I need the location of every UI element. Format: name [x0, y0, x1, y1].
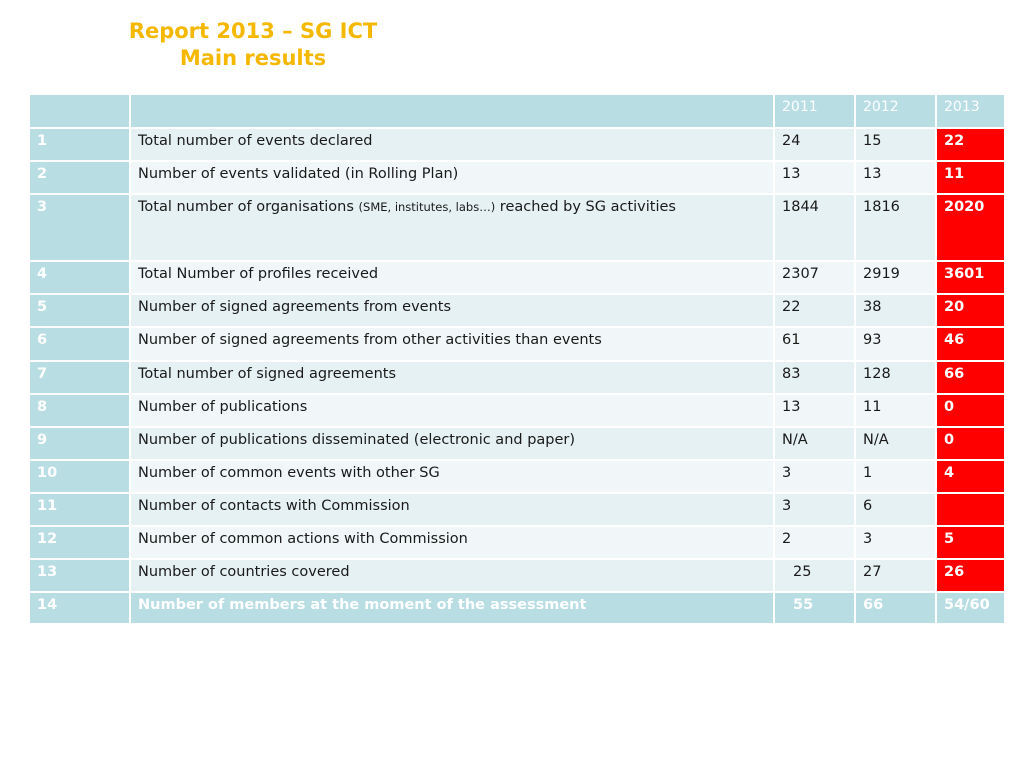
- value-2011: 25: [773, 558, 856, 593]
- row-label: Number of publications: [129, 393, 775, 428]
- row-number: 2: [28, 160, 131, 195]
- value-2011: 13: [773, 160, 856, 195]
- value-2011: 22: [773, 293, 856, 328]
- value-2011: 24: [773, 127, 856, 162]
- table-row: 2 Number of events validated (in Rolling…: [28, 160, 1006, 195]
- row-label-note: (SME, institutes, labs…): [358, 200, 496, 214]
- value-2012: 1816: [854, 193, 937, 262]
- row-number: 9: [28, 426, 131, 461]
- row-label: Number of signed agreements from other a…: [129, 326, 775, 362]
- value-2013: 5: [935, 525, 1006, 560]
- row-label-text-end: reached by SG activities: [495, 199, 676, 215]
- table-row: 14 Number of members at the moment of th…: [28, 591, 1006, 625]
- row-number: 6: [28, 326, 131, 362]
- row-label: Total number of organisations (SME, inst…: [129, 193, 775, 262]
- table-row: 3 Total number of organisations (SME, in…: [28, 193, 1006, 262]
- value-2012: N/A: [854, 426, 937, 461]
- header-2013: 2013: [935, 93, 1006, 129]
- value-2011: 2307: [773, 260, 856, 295]
- row-label: Number of common events with other SG: [129, 459, 775, 494]
- row-label-text: Total number of organisations: [138, 199, 359, 215]
- row-number: 10: [28, 459, 131, 494]
- value-2011: N/A: [773, 426, 856, 461]
- value-2012: 128: [854, 360, 937, 395]
- header-label: [129, 93, 775, 129]
- row-label: Total number of signed agreements: [129, 360, 775, 395]
- row-number: 3: [28, 193, 131, 262]
- table-header-row: 2011 2012 2013: [28, 93, 1006, 129]
- value-2013: 0: [935, 393, 1006, 428]
- value-2013: 46: [935, 326, 1006, 362]
- value-2013: 26: [935, 558, 1006, 593]
- report-title: Report 2013 – SG ICT Main results: [108, 18, 398, 72]
- value-2013: 4: [935, 459, 1006, 494]
- table-row: 8 Number of publications 13 11 0: [28, 393, 1006, 428]
- title-line-1: Report 2013 – SG ICT: [128, 19, 378, 43]
- row-label: Number of contacts with Commission: [129, 492, 775, 527]
- value-2011: 3: [773, 492, 856, 527]
- row-number: 4: [28, 260, 131, 295]
- table-row: 5 Number of signed agreements from event…: [28, 293, 1006, 328]
- value-2011: 61: [773, 326, 856, 362]
- table-row: 13 Number of countries covered 25 27 26: [28, 558, 1006, 593]
- value-2012: 6: [854, 492, 937, 527]
- value-2012: 66: [854, 591, 937, 625]
- table-row: 9 Number of publications disseminated (e…: [28, 426, 1006, 461]
- row-label: Number of countries covered: [129, 558, 775, 593]
- header-2011: 2011: [773, 93, 856, 129]
- value-2012: 2919: [854, 260, 937, 295]
- value-2011: 3: [773, 459, 856, 494]
- row-label: Number of events validated (in Rolling P…: [129, 160, 775, 195]
- header-num: [28, 93, 131, 129]
- table-row: 11 Number of contacts with Commission 3 …: [28, 492, 1006, 527]
- table-row: 12 Number of common actions with Commiss…: [28, 525, 1006, 560]
- row-label: Number of publications disseminated (ele…: [129, 426, 775, 461]
- table-row: 4 Total Number of profiles received 2307…: [28, 260, 1006, 295]
- row-number: 7: [28, 360, 131, 395]
- row-label: Total number of events declared: [129, 127, 775, 162]
- value-2013: [935, 492, 1006, 527]
- results-table: 2011 2012 2013 1 Total number of events …: [28, 93, 1006, 625]
- value-2013: 3601: [935, 260, 1006, 295]
- row-number: 1: [28, 127, 131, 162]
- value-2011: 13: [773, 393, 856, 428]
- table-row: 7 Total number of signed agreements 83 1…: [28, 360, 1006, 395]
- value-2012: 1: [854, 459, 937, 494]
- value-2013: 20: [935, 293, 1006, 328]
- table-row: 6 Number of signed agreements from other…: [28, 326, 1006, 362]
- value-2012: 13: [854, 160, 937, 195]
- value-2012: 93: [854, 326, 937, 362]
- row-label: Number of signed agreements from events: [129, 293, 775, 328]
- value-2013: 54/60: [935, 591, 1006, 625]
- row-number: 11: [28, 492, 131, 527]
- value-2013: 2020: [935, 193, 1006, 262]
- table-row: 10 Number of common events with other SG…: [28, 459, 1006, 494]
- row-number: 12: [28, 525, 131, 560]
- row-label: Total Number of profiles received: [129, 260, 775, 295]
- value-2012: 15: [854, 127, 937, 162]
- value-2012: 3: [854, 525, 937, 560]
- row-number: 14: [28, 591, 131, 625]
- value-2011: 55: [773, 591, 856, 625]
- value-2012: 11: [854, 393, 937, 428]
- value-2013: 0: [935, 426, 1006, 461]
- value-2013: 66: [935, 360, 1006, 395]
- table-row: 1 Total number of events declared 24 15 …: [28, 127, 1006, 162]
- value-2011: 1844: [773, 193, 856, 262]
- value-2012: 38: [854, 293, 937, 328]
- value-2011: 83: [773, 360, 856, 395]
- value-2013: 11: [935, 160, 1006, 195]
- row-number: 8: [28, 393, 131, 428]
- row-label: Number of members at the moment of the a…: [129, 591, 775, 625]
- header-2012: 2012: [854, 93, 937, 129]
- row-number: 13: [28, 558, 131, 593]
- row-label: Number of common actions with Commission: [129, 525, 775, 560]
- value-2011: 2: [773, 525, 856, 560]
- value-2012: 27: [854, 558, 937, 593]
- value-2013: 22: [935, 127, 1006, 162]
- title-line-2: Main results: [179, 46, 327, 70]
- row-number: 5: [28, 293, 131, 328]
